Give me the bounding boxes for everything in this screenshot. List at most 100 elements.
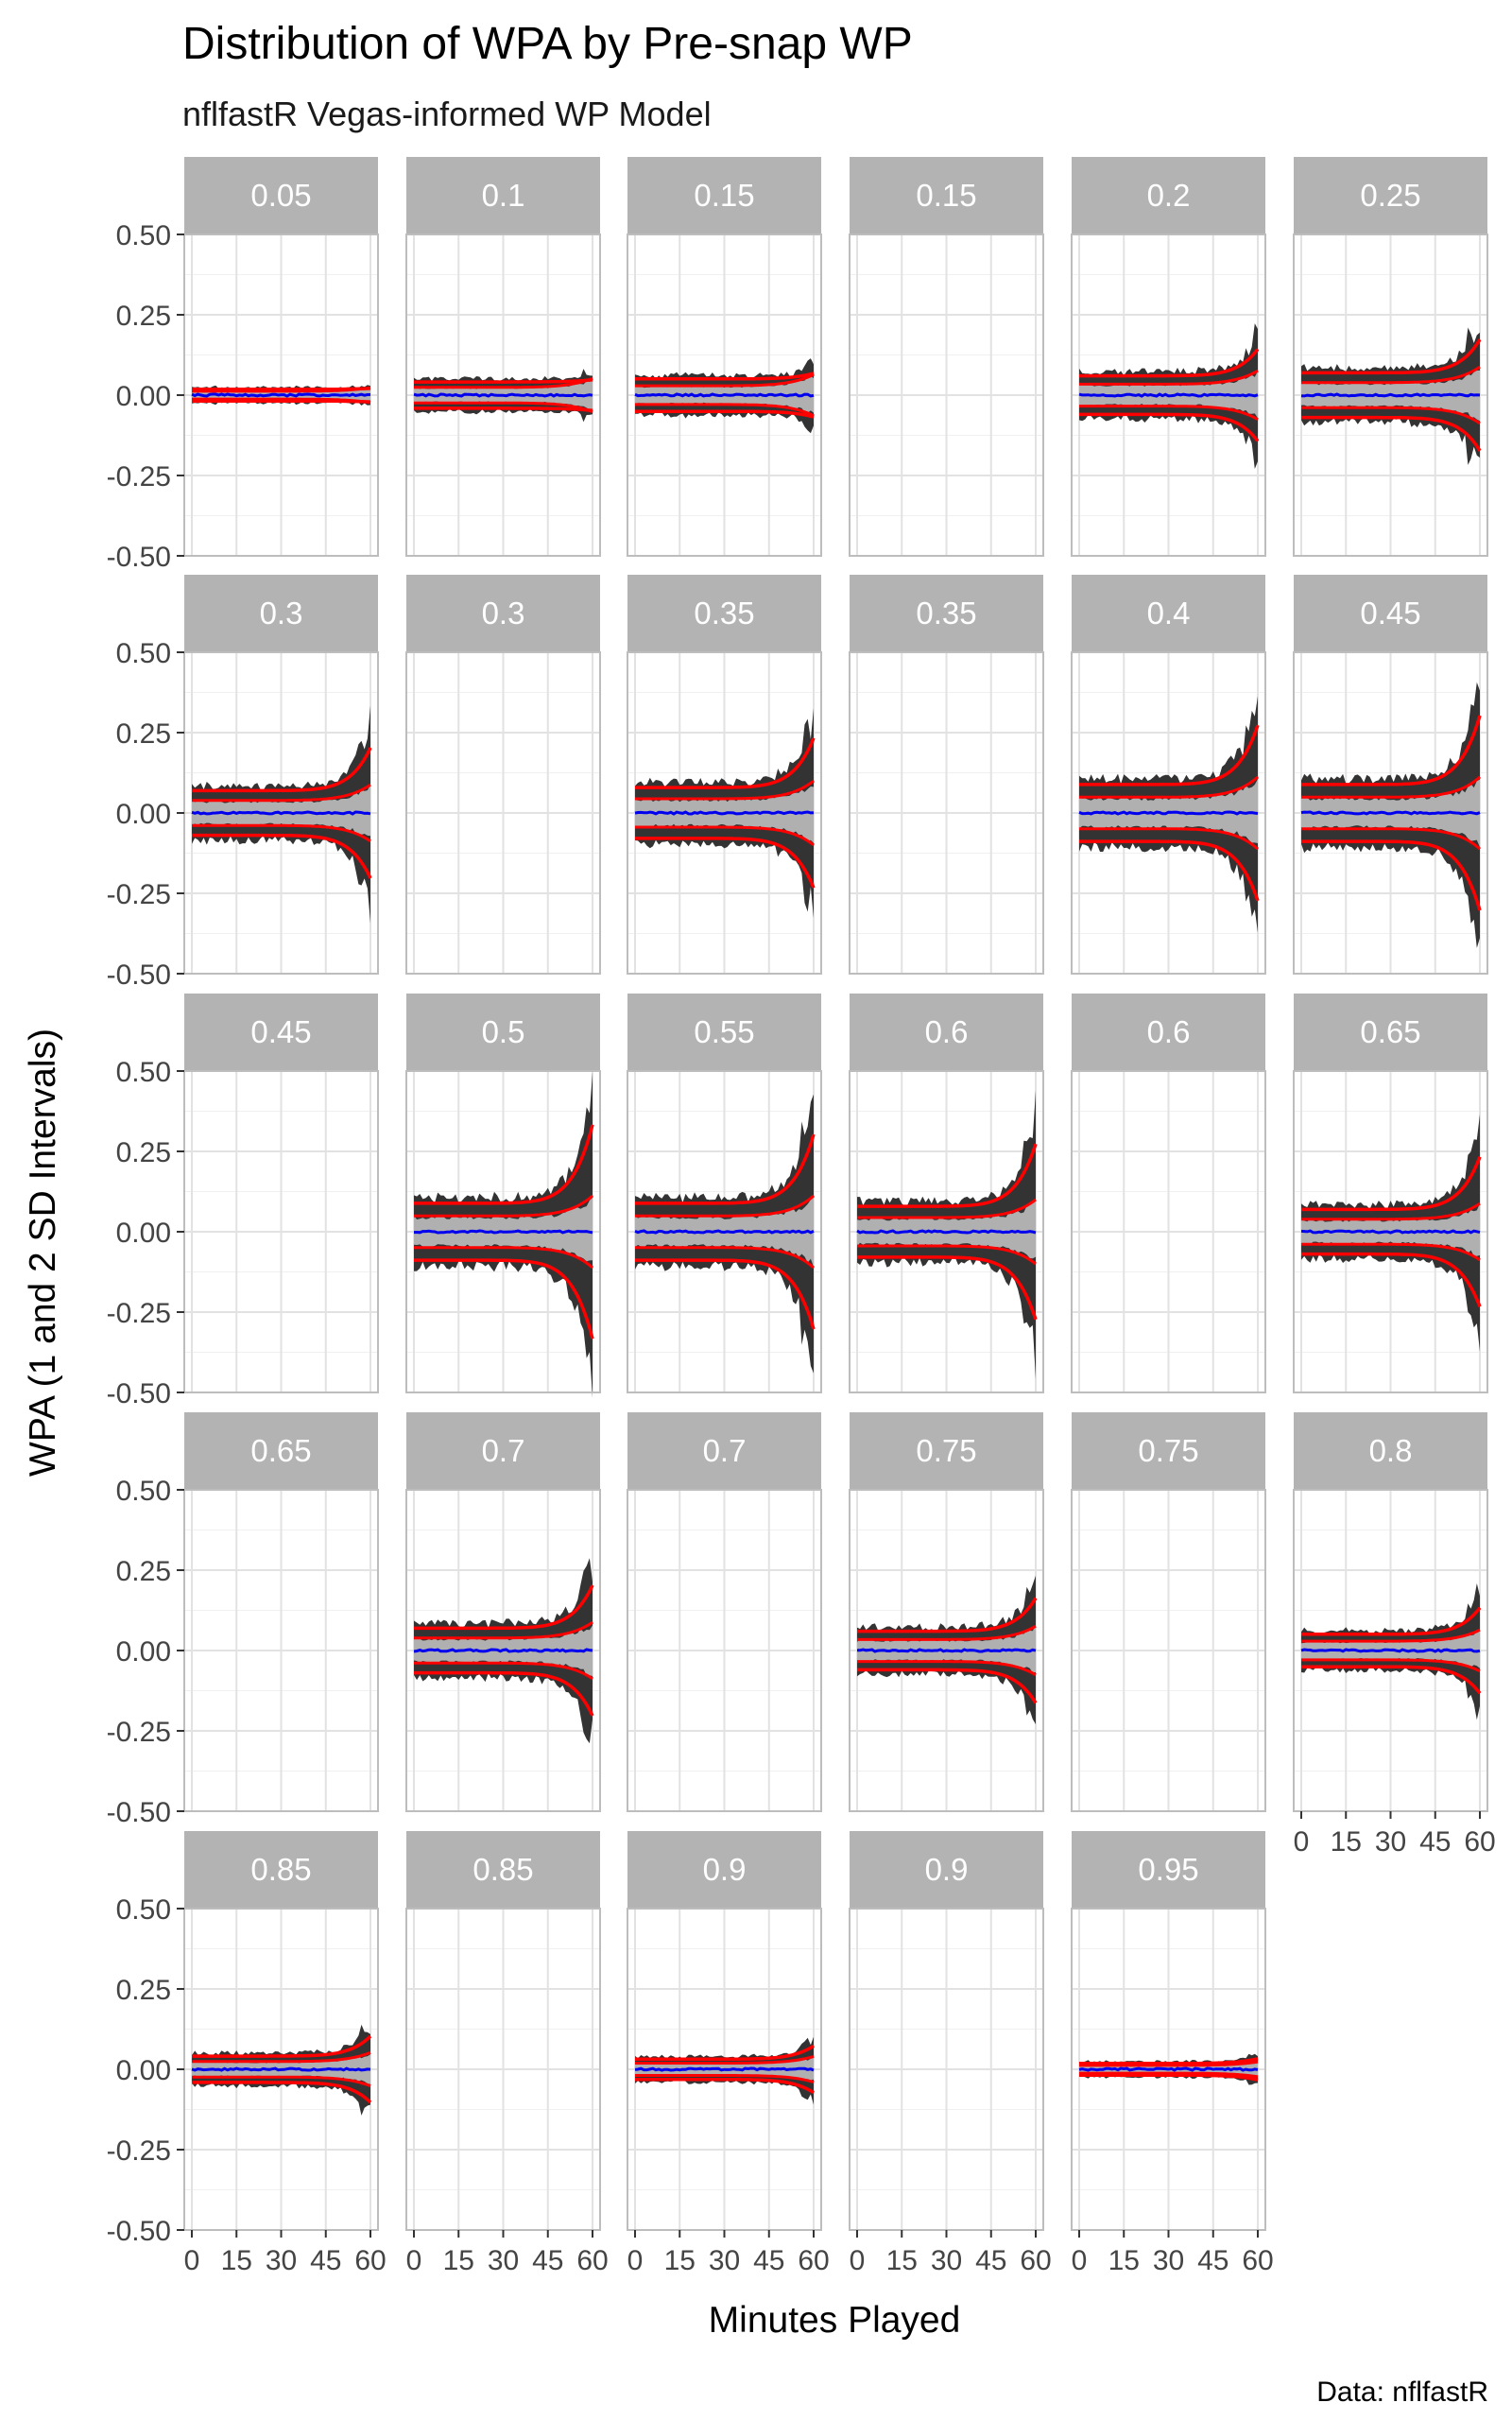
facet-label: 0.9 [925, 1852, 969, 1887]
fit-line-sd1-lower [635, 2074, 815, 2084]
fit-line-sd2-lower [1301, 415, 1482, 452]
facet-panel: 0.85 0.50 0.25 0.00 -0.25 -0.50 0 15 30 45 60 [107, 1831, 387, 2276]
fit-line-sd2-lower [1301, 839, 1482, 911]
fit-line-sd2-lower [635, 2077, 815, 2095]
x-tick-label: 45 [1419, 1826, 1451, 1858]
fit-line-sd1-lower [1301, 1658, 1481, 1673]
fit-line-sd1-lower [1301, 406, 1481, 425]
panel-border [405, 1070, 601, 1393]
y-tick-label: -0.25 [107, 1298, 171, 1329]
x-axis-label: Minutes Played [709, 2300, 961, 2341]
fit-line-sd1-lower [192, 823, 371, 843]
facet-panel: 0.15 [627, 157, 822, 557]
panel-border [627, 1070, 822, 1393]
y-tick-label: -0.50 [107, 542, 171, 573]
facet-strip [627, 994, 821, 1071]
fit-line-sd2-upper [857, 1597, 1038, 1634]
facet-label: 0.75 [1138, 1433, 1198, 1468]
fit-line-sd1-upper [857, 1198, 1037, 1219]
fit-line-sd1-upper [635, 779, 815, 801]
x-tick-label: 60 [1020, 2245, 1051, 2276]
facet-panel: 0.75 [1071, 1412, 1266, 1812]
facet-panel: 0.6 [1071, 994, 1266, 1393]
x-tick-label: 45 [1197, 2245, 1228, 2276]
fit-line-sd2-lower [192, 2081, 372, 2104]
fit-line-sd1-upper [192, 386, 371, 393]
x-tick-label: 0 [850, 2245, 866, 2276]
sd1-band [414, 1198, 593, 1262]
facet-strip [1072, 575, 1265, 652]
facet-panel: 0.15 [849, 157, 1044, 557]
facet-panel: 0.95 0 15 30 45 60 [1071, 1831, 1274, 2276]
mean-line [191, 810, 371, 816]
facet-strip [1294, 575, 1487, 652]
fit-line-sd1-upper [635, 372, 815, 388]
panel-border [849, 1489, 1044, 1812]
fit-line-sd1-lower [857, 1660, 1037, 1677]
fit-line-sd1-upper [414, 376, 593, 389]
sd1-band [857, 1201, 1036, 1259]
facet-label: 0.15 [694, 178, 754, 213]
facet-label: 0.4 [1147, 596, 1191, 631]
facet-strip [184, 994, 378, 1071]
facet-panel: 0.45 [1293, 575, 1488, 975]
panel-border [849, 233, 1044, 557]
fit-line-sd2-upper [635, 1133, 816, 1205]
x-tick-label: 30 [1153, 2245, 1184, 2276]
fit-line-sd1-upper [857, 1624, 1037, 1641]
facet-label: 0.75 [916, 1433, 976, 1468]
fit-line-sd2-upper [414, 377, 593, 384]
x-tick-label: 60 [1464, 1826, 1495, 1858]
facet-strip [184, 1831, 378, 1909]
facet-panel: 0.55 [627, 994, 822, 1393]
facet-panel: 0.5 [405, 994, 601, 1398]
y-tick-label: -0.50 [107, 1378, 171, 1409]
facet-strip [627, 157, 821, 234]
fit-line-sd1-lower [1079, 405, 1259, 422]
fit-line-sd1-upper [1079, 775, 1259, 799]
fit-line-sd2-upper [635, 2044, 815, 2062]
fit-line-sd1-upper [635, 2054, 815, 2065]
facet-label: 0.35 [916, 596, 976, 631]
mean-line [413, 392, 593, 398]
facet-label: 0.3 [260, 596, 303, 631]
fit-line-sd1-upper [1301, 1201, 1481, 1221]
facet-label: 0.45 [1360, 596, 1420, 631]
y-tick-label: -0.50 [107, 959, 171, 991]
facet-label: 0.15 [916, 178, 976, 213]
panel-border [1293, 651, 1488, 975]
x-tick-label: 30 [931, 2245, 962, 2276]
fit-line-sd1-lower [1079, 827, 1259, 851]
x-tick-label: 45 [532, 2245, 563, 2276]
y-axis-label: WPA (1 and 2 SD Intervals) [23, 1028, 63, 1477]
fit-line-sd2-lower [414, 1258, 594, 1340]
mean-line [1078, 2066, 1259, 2072]
fit-line-sd1-upper [1079, 2060, 1259, 2067]
y-tick-label: 0.25 [116, 1556, 171, 1587]
facet-label: 0.65 [1360, 1014, 1420, 1049]
fit-line-sd1-upper [1301, 775, 1481, 799]
fit-line-sd2-lower [857, 1255, 1038, 1321]
panel-border [405, 1489, 601, 1812]
facet-strip [184, 157, 378, 234]
fit-line-sd2-lower [414, 1670, 594, 1717]
panel-border [1071, 233, 1266, 557]
fit-line-sd2-lower [635, 409, 815, 419]
panel-border [405, 233, 601, 557]
mean-line [856, 1229, 1037, 1235]
facet-strip [850, 994, 1043, 1071]
fit-line-sd2-upper [192, 747, 372, 793]
y-tick-label: 0.00 [116, 1636, 171, 1668]
fit-line-sd1-upper [635, 1194, 815, 1218]
mean-line [191, 392, 370, 398]
facet-label: 0.6 [1147, 1014, 1191, 1049]
fit-line-sd2-upper [1301, 338, 1482, 375]
fit-line-sd2-upper [1301, 1606, 1482, 1636]
x-tick-label: 45 [753, 2245, 784, 2276]
facet-strip [627, 1412, 821, 1490]
fit-line-sd2-upper [1079, 348, 1260, 378]
fit-line-sd1-lower [857, 1244, 1037, 1266]
mean-line [856, 1648, 1037, 1653]
facet-label: 0.05 [250, 178, 311, 213]
x-tick-label: 60 [576, 2245, 608, 2276]
